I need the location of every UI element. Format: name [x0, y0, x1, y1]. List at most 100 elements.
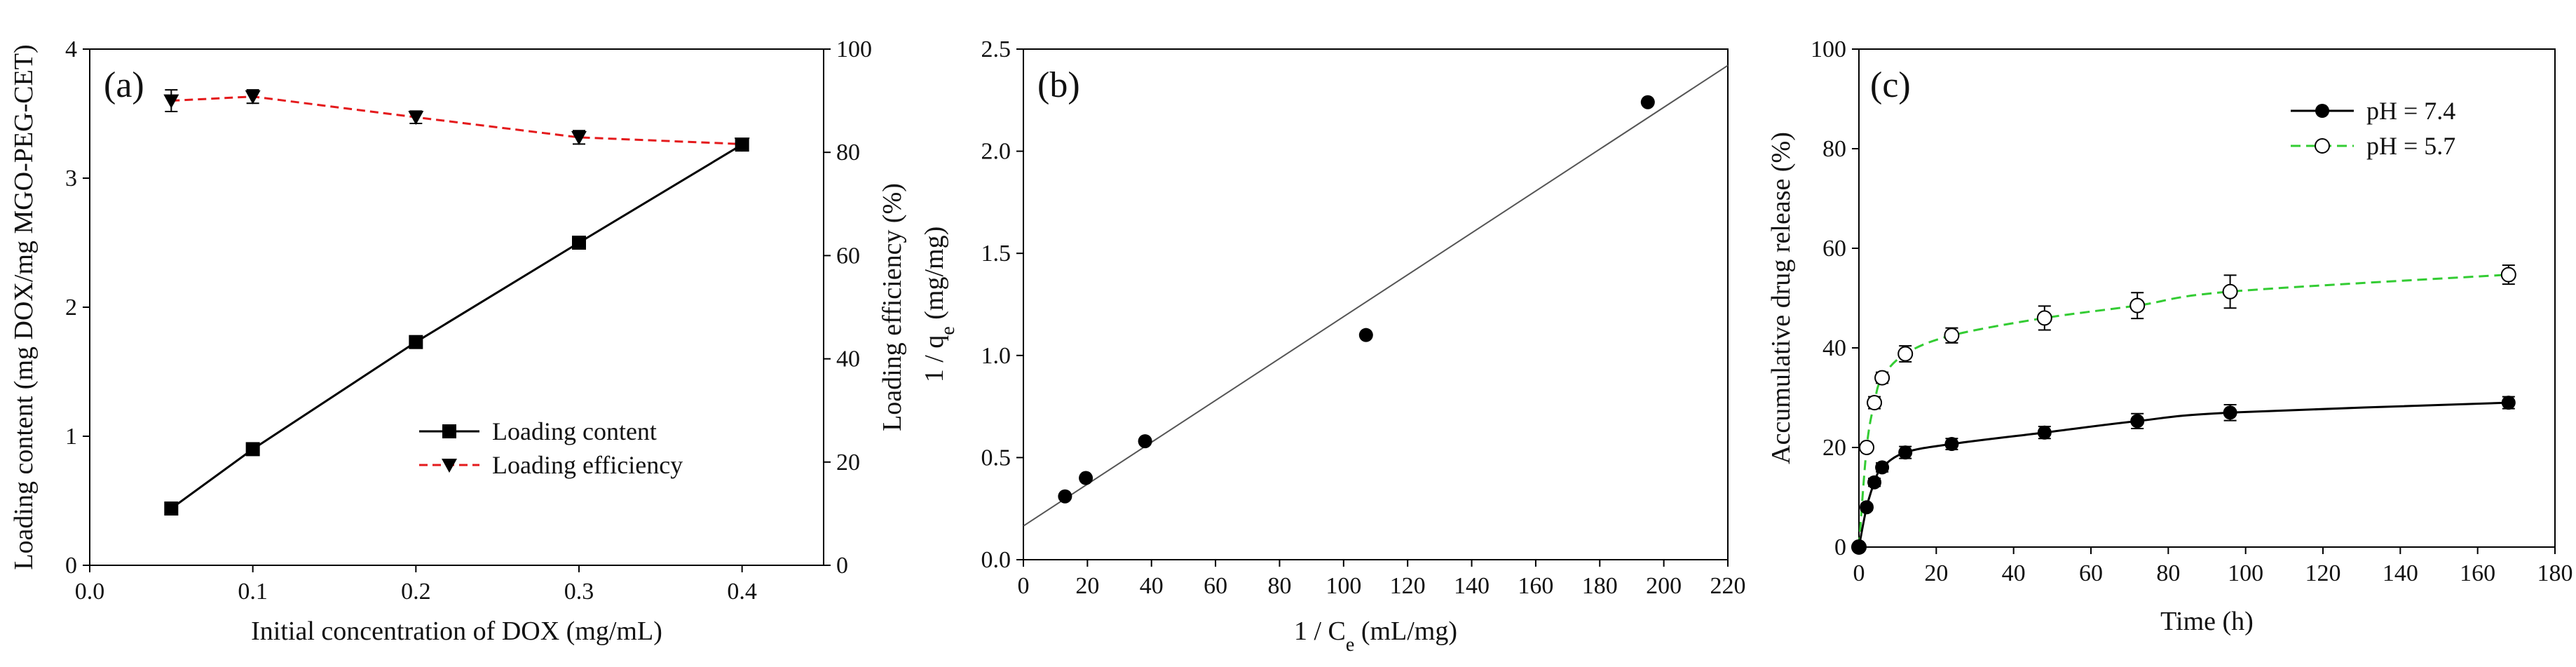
- panel-c-ph74-point: [1875, 460, 1890, 475]
- panel-c-ph74-point: [2223, 405, 2237, 420]
- panel-b-x-tick-label: 100: [1326, 573, 1361, 599]
- panel-a-legend-efficiency-label: Loading efficiency: [492, 451, 683, 479]
- panel-c-ph57-point: [2500, 267, 2516, 283]
- panel-c-legend-ph57-marker: [2315, 138, 2330, 154]
- panel-c-ph74-point: [2501, 396, 2516, 410]
- panel-c-ph57-point: [2129, 297, 2146, 314]
- panel-c-ph74-line: [1858, 401, 2509, 548]
- panel-c-x-tick-label: 180: [2537, 560, 2573, 586]
- panel-b-x-tick-label: 40: [1140, 573, 1164, 599]
- panel-a-x-axis-label: Initial concentration of DOX (mg/mL): [251, 617, 662, 646]
- panel-c-label: (c): [1870, 65, 1911, 105]
- panel-c-ph57-point: [1897, 346, 1914, 362]
- panel-a-y2-tick-label: 40: [836, 346, 860, 372]
- panel-b-x-tick-label: 20: [1075, 573, 1099, 599]
- panel-a-legend-content-label: Loading content: [492, 417, 657, 445]
- panel-a-x-tick-label: 0.1: [238, 579, 268, 605]
- panel-b-data-point: [1058, 489, 1072, 504]
- panel-b-x-tick-label: 120: [1390, 573, 1426, 599]
- panel-c-ph74-point: [2037, 425, 2052, 440]
- panel-b-y-tick-label: 2.0: [981, 139, 1011, 165]
- panel-c-legend-ph57-label: pH = 5.7: [2366, 132, 2455, 160]
- panel-a-y2-tick-label: 20: [836, 450, 860, 476]
- panel-c-ph57-point: [1944, 328, 1960, 344]
- panel-a-content-point: [164, 501, 179, 516]
- panel-a-content-point: [245, 442, 260, 457]
- panel-c-ph57-point: [2222, 283, 2238, 299]
- panel-b-x-axis-label: 1 / Ce (mL/mg): [1294, 617, 1457, 656]
- panel-c-y-tick-label: 80: [1822, 136, 1846, 162]
- panel-c-ph74-point: [1860, 500, 1874, 515]
- panel-c-frame: [1858, 48, 2556, 548]
- panel-c-ph74-point: [1852, 540, 1866, 554]
- panel-c-legend-ph74-label: pH = 7.4: [2366, 97, 2455, 125]
- panel-b-x-tick-label: 140: [1454, 573, 1490, 599]
- panel-c-x-tick-label: 40: [2002, 560, 2026, 586]
- panel-a-x-tick-label: 0.2: [401, 579, 431, 605]
- panel-a-legend-efficiency-marker: [442, 459, 457, 473]
- panel-b-fit-line: [1023, 65, 1729, 527]
- panel-b-data-point: [1358, 328, 1373, 342]
- panel-b-y-tick-label: 0.5: [981, 445, 1011, 471]
- panel-a-x-tick-label: 0.3: [564, 579, 594, 605]
- panel-c-x-tick-label: 160: [2460, 560, 2495, 586]
- panel-c-x-axis-label: Time (h): [2160, 607, 2254, 636]
- panel-b-x-tick-label: 200: [1646, 573, 1682, 599]
- panel-c-ph57-point: [2036, 310, 2052, 326]
- panel-c-x-tick-label: 0: [1853, 560, 1865, 586]
- panel-a-y-tick-label: 3: [65, 166, 77, 191]
- panel-a-y2-tick-label: 100: [836, 36, 872, 62]
- panel-c-x-tick-label: 80: [2156, 560, 2180, 586]
- panel-a-y2-tick-label: 80: [836, 140, 860, 166]
- panel-c-legend-ph74-marker: [2315, 104, 2329, 118]
- panel-b-y-axis-label: 1 / qe (mg/mg): [920, 227, 959, 382]
- panel-a-content-point: [572, 236, 586, 250]
- panel-c-x-tick-label: 140: [2383, 560, 2418, 586]
- panel-a-legend-content-marker: [442, 424, 456, 438]
- panel-b-data-point: [1138, 434, 1152, 449]
- panel-c-ph74-point: [1944, 437, 1959, 452]
- panel-a-content-point: [735, 137, 749, 152]
- panel-a-efficiency-point: [163, 94, 179, 109]
- panel-a-efficiency-point: [408, 111, 424, 126]
- panel-a-y2-tick-label: 0: [836, 553, 848, 579]
- panel-b-x-tick-label: 0: [1018, 573, 1030, 599]
- panel-c-ph74-point: [2130, 414, 2145, 429]
- panel-b-frame: [1023, 48, 1729, 560]
- panel-b-y-tick-label: 1.0: [981, 343, 1011, 369]
- panel-c-ph74-point: [1867, 475, 1882, 490]
- panel-c-ph57-point: [1867, 395, 1883, 411]
- panel-c-ph57-point: [1874, 370, 1890, 386]
- panel-b-x-tick-label: 220: [1710, 573, 1746, 599]
- panel-a-y2-tick-label: 60: [836, 243, 860, 269]
- panel-c-ph74-point: [1898, 445, 1913, 460]
- panel-b-x-tick-label: 60: [1204, 573, 1227, 599]
- panel-c-y-tick-label: 100: [1811, 36, 1846, 62]
- panel-c-y-tick-label: 60: [1822, 236, 1846, 262]
- panel-b-y-tick-label: 1.5: [981, 241, 1011, 267]
- panel-b-data-point: [1640, 95, 1655, 109]
- panel-a-y-tick-label: 2: [65, 295, 77, 321]
- panel-c-x-tick-label: 120: [2305, 560, 2341, 586]
- panel-c-ph57-point: [1859, 440, 1875, 455]
- panel-a-label: (a): [104, 65, 144, 105]
- panel-b-y-tick-label: 2.5: [981, 36, 1011, 62]
- panel-c-y-tick-label: 0: [1834, 534, 1846, 560]
- panel-a-y-axis-label: Loading content (mg DOX/mg MGO-PEG-CET): [9, 44, 39, 570]
- panel-b-label: (b): [1037, 65, 1080, 105]
- panel-a-y-tick-label: 1: [65, 424, 77, 450]
- panel-a-y2-axis-label: Loading efficiency (%): [878, 183, 907, 431]
- panel-c-x-tick-label: 60: [2079, 560, 2103, 586]
- panel-c-x-tick-label: 20: [1924, 560, 1948, 586]
- panel-b-x-tick-label: 80: [1267, 573, 1291, 599]
- panel-a-y-tick-label: 4: [65, 36, 77, 62]
- panel-c-ph57-line: [1858, 274, 2509, 548]
- panel-a-efficiency-point: [571, 130, 587, 145]
- panel-a-efficiency-point: [245, 90, 261, 105]
- panel-c-y-axis-label: Accumulative drug release (%): [1766, 132, 1796, 464]
- panel-a-x-tick-label: 0.0: [75, 579, 105, 605]
- panel-b-data-point: [1079, 471, 1093, 485]
- panel-b-x-tick-label: 160: [1518, 573, 1553, 599]
- panel-c-y-tick-label: 40: [1822, 335, 1846, 361]
